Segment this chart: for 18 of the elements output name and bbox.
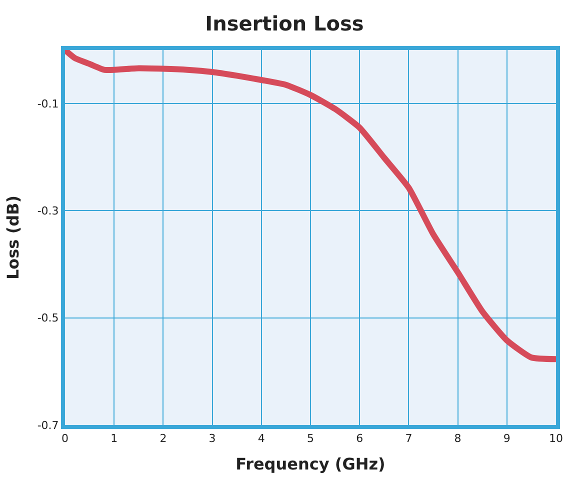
chart-title: Insertion Loss xyxy=(205,12,364,36)
x-tick-label: 1 xyxy=(110,432,118,446)
y-tick-label: -0.3 xyxy=(37,204,59,218)
x-tick-label: 3 xyxy=(208,432,216,446)
x-tick-label: 8 xyxy=(454,432,462,446)
x-tick-label: 7 xyxy=(405,432,412,446)
x-tick-label: 0 xyxy=(62,432,68,446)
x-tick-label: 4 xyxy=(258,432,265,446)
x-tick-label: 2 xyxy=(160,432,167,446)
y-tick-label: -0.5 xyxy=(37,312,59,325)
y-tick-label: -0.1 xyxy=(37,97,59,110)
x-axis-title: Frequency (GHz) xyxy=(236,454,386,474)
x-tick-label: 9 xyxy=(503,432,510,446)
x-tick-label: 10 xyxy=(549,432,563,446)
x-tick-label: 5 xyxy=(307,432,314,446)
x-tick-label: 6 xyxy=(356,432,364,446)
y-tick-label: -0.7 xyxy=(37,418,59,432)
y-axis-title: Loss (dB) xyxy=(4,195,23,280)
